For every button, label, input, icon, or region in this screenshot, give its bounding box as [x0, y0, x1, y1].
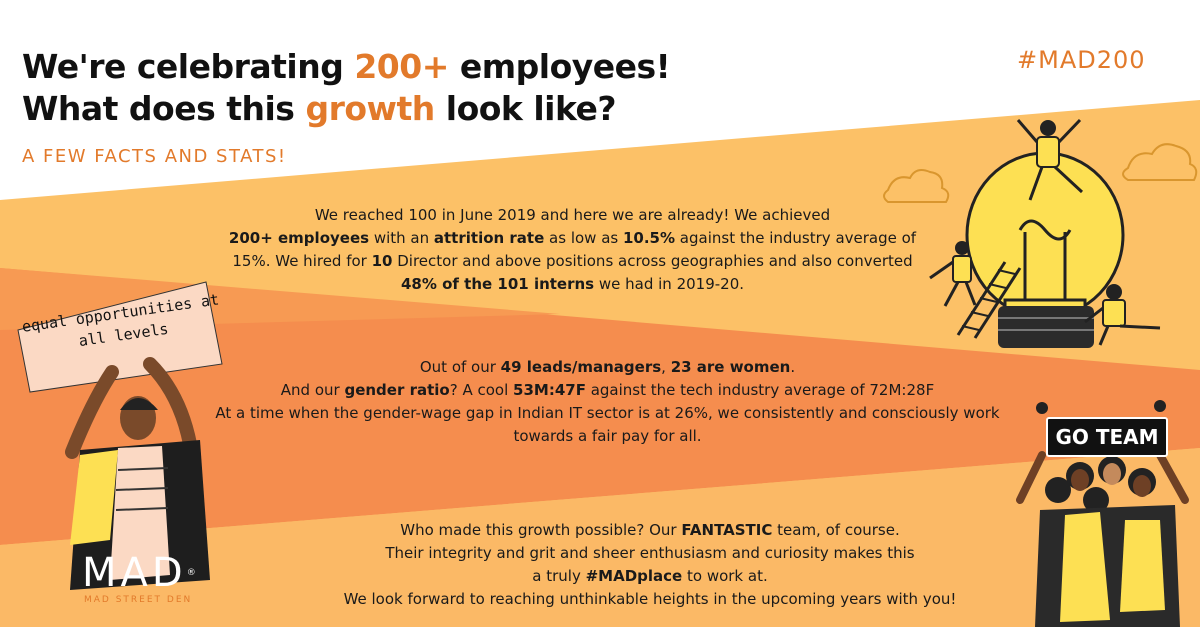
- text: team, of course.: [772, 521, 900, 539]
- headline-line-1: We're celebrating 200+ employees!: [22, 46, 782, 88]
- hashtag: #MAD200: [1017, 46, 1146, 74]
- headline-highlight: 200+: [354, 47, 449, 86]
- headline-text: We're celebrating: [22, 47, 355, 86]
- bold-text: 200+ employees: [228, 229, 370, 247]
- bold-text: 10: [371, 252, 393, 270]
- headline-text: What does this: [22, 89, 306, 128]
- bold-text: 49 leads/managers: [500, 358, 662, 376]
- headline-text: employees!: [448, 47, 671, 86]
- text: against the industry average of 15%. We …: [232, 229, 917, 270]
- facts-paragraph-2: Out of our 49 leads/managers, 23 are wom…: [215, 356, 1000, 448]
- text: We look forward to reaching unthinkable …: [343, 590, 957, 608]
- text: Out of our: [419, 358, 501, 376]
- text: ,: [661, 358, 671, 376]
- logo-subtitle: MAD STREET DEN: [84, 595, 193, 605]
- subtitle: A FEW FACTS AND STATS!: [22, 146, 287, 167]
- logo-mark-text: MAD: [82, 550, 187, 596]
- person-holding-sign-illustration: [17, 281, 223, 590]
- text: ? A cool: [449, 381, 514, 399]
- text: At a time when the gender-wage gap in In…: [215, 404, 1000, 445]
- band-dark: [0, 268, 1200, 545]
- headline: We're celebrating 200+ employees! What d…: [22, 46, 782, 130]
- bold-text: 23 are women: [670, 358, 791, 376]
- bold-text: 10.5%: [622, 229, 676, 247]
- bold-text: FANTASTIC: [681, 521, 773, 539]
- bold-text: #MADplace: [585, 567, 683, 585]
- band-bottom: [0, 448, 1200, 627]
- text: we had in 2019-20.: [594, 275, 745, 293]
- facts-paragraph-3: Who made this growth possible? Our FANTA…: [290, 519, 1010, 611]
- facts-paragraph-1: We reached 100 in June 2019 and here we …: [215, 204, 930, 296]
- lightbulb-illustration: [929, 118, 1161, 348]
- text: to work at.: [682, 567, 768, 585]
- text: as low as: [544, 229, 623, 247]
- bold-text: 48% of the 101 interns: [400, 275, 595, 293]
- mad-logo: MAD® MAD STREET DEN: [82, 553, 242, 605]
- headline-line-2: What does this growth look like?: [22, 88, 782, 130]
- headline-highlight: growth: [305, 89, 435, 128]
- headline-text: look like?: [434, 89, 617, 128]
- text: Who made this growth possible? Our: [400, 521, 682, 539]
- bold-text: 53M:47F: [513, 381, 586, 399]
- bold-text: attrition rate: [433, 229, 545, 247]
- text: We reached 100 in June 2019 and here we …: [314, 206, 831, 224]
- text: Director and above positions across geog…: [392, 252, 913, 270]
- text: against the tech industry average of 72M…: [585, 381, 935, 399]
- logo-mark: MAD®: [82, 553, 242, 593]
- text: .: [790, 358, 796, 376]
- text: with an: [369, 229, 434, 247]
- registered-mark: ®: [186, 568, 200, 578]
- text: a truly: [532, 567, 586, 585]
- text: Their integrity and grit and sheer enthu…: [385, 544, 915, 562]
- text: And our: [280, 381, 345, 399]
- go-team-sign: GO TEAM: [1046, 417, 1168, 457]
- bold-text: gender ratio: [344, 381, 450, 399]
- team-group-illustration: [1016, 400, 1189, 627]
- cloud-icon: [883, 143, 1198, 203]
